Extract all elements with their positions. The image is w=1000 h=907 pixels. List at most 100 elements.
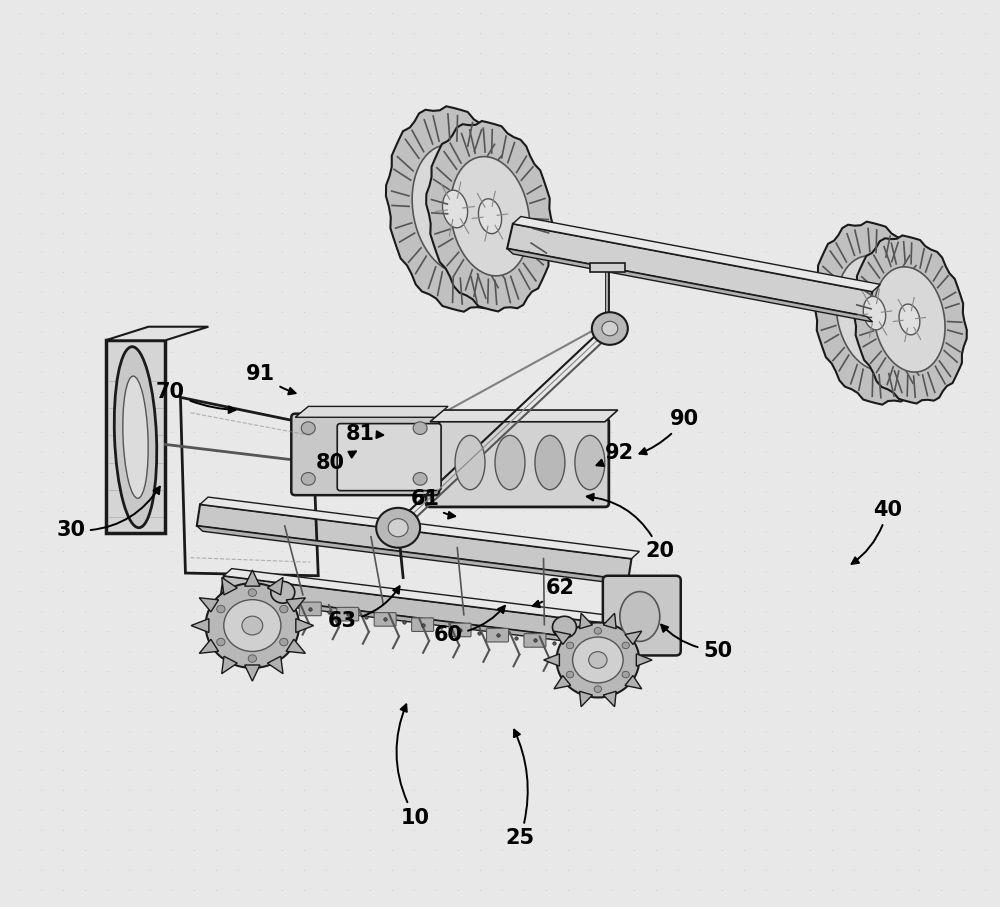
Point xyxy=(11,46,27,61)
Point xyxy=(11,225,27,239)
Point xyxy=(406,285,422,299)
Point xyxy=(911,185,927,200)
Point xyxy=(340,644,356,658)
Point xyxy=(121,345,137,359)
Point xyxy=(428,26,444,41)
Point xyxy=(824,604,840,619)
Point xyxy=(296,704,312,718)
Point xyxy=(494,644,510,658)
Point xyxy=(516,504,532,519)
Point xyxy=(955,424,971,439)
Point xyxy=(142,126,158,141)
Point xyxy=(604,564,620,579)
Point xyxy=(911,225,927,239)
Point xyxy=(889,883,905,897)
Circle shape xyxy=(280,605,288,613)
Point xyxy=(362,644,378,658)
Point xyxy=(186,644,202,658)
Point xyxy=(230,6,246,21)
Point xyxy=(626,484,642,499)
Point xyxy=(142,345,158,359)
Point xyxy=(121,405,137,419)
Point xyxy=(33,524,49,539)
Point xyxy=(604,245,620,259)
Point xyxy=(252,225,268,239)
Point xyxy=(121,444,137,459)
Point xyxy=(736,46,752,61)
Point xyxy=(933,883,949,897)
Point xyxy=(77,724,93,738)
Point xyxy=(911,205,927,219)
Point xyxy=(230,245,246,259)
Point xyxy=(911,684,927,698)
Point xyxy=(428,126,444,141)
Point xyxy=(494,743,510,757)
Point xyxy=(516,664,532,678)
Point xyxy=(582,743,598,757)
Point xyxy=(692,305,708,319)
Point xyxy=(670,126,686,141)
Point xyxy=(889,385,905,399)
Polygon shape xyxy=(296,619,314,632)
Point xyxy=(560,165,576,180)
Point xyxy=(560,265,576,279)
Point xyxy=(582,405,598,419)
Point xyxy=(846,604,862,619)
Polygon shape xyxy=(191,619,209,632)
Point xyxy=(296,106,312,121)
Point xyxy=(11,664,27,678)
Point xyxy=(340,26,356,41)
Point xyxy=(450,783,466,797)
Point xyxy=(296,305,312,319)
Point xyxy=(582,724,598,738)
Point xyxy=(208,504,224,519)
Circle shape xyxy=(557,622,639,697)
Point xyxy=(736,803,752,817)
Polygon shape xyxy=(286,598,305,612)
Point xyxy=(648,644,664,658)
Point xyxy=(33,26,49,41)
Polygon shape xyxy=(221,594,629,649)
Point xyxy=(955,484,971,499)
Point xyxy=(406,385,422,399)
Point xyxy=(714,66,730,81)
Point xyxy=(164,504,180,519)
Point xyxy=(582,863,598,877)
Point xyxy=(340,424,356,439)
Point xyxy=(494,345,510,359)
Point xyxy=(604,424,620,439)
Point xyxy=(560,405,576,419)
Point xyxy=(208,644,224,658)
Point xyxy=(977,385,993,399)
Point xyxy=(516,484,532,499)
Point xyxy=(802,305,818,319)
Point xyxy=(516,743,532,757)
Point xyxy=(296,86,312,101)
Point xyxy=(296,165,312,180)
Point xyxy=(604,883,620,897)
Point xyxy=(560,385,576,399)
Point xyxy=(121,305,137,319)
Point xyxy=(516,225,532,239)
Point xyxy=(252,86,268,101)
Point xyxy=(824,544,840,559)
Point xyxy=(274,165,290,180)
Point xyxy=(714,524,730,539)
Point xyxy=(384,185,400,200)
Point xyxy=(362,684,378,698)
Point xyxy=(538,524,554,539)
Point xyxy=(560,205,576,219)
Point xyxy=(560,644,576,658)
Point xyxy=(538,66,554,81)
Point xyxy=(736,146,752,161)
Point xyxy=(758,185,774,200)
Point xyxy=(560,126,576,141)
Point xyxy=(274,664,290,678)
Point xyxy=(933,245,949,259)
Point xyxy=(11,544,27,559)
Point xyxy=(121,743,137,757)
Point xyxy=(252,504,268,519)
Point xyxy=(867,225,883,239)
Circle shape xyxy=(622,642,629,649)
Point xyxy=(121,624,137,639)
